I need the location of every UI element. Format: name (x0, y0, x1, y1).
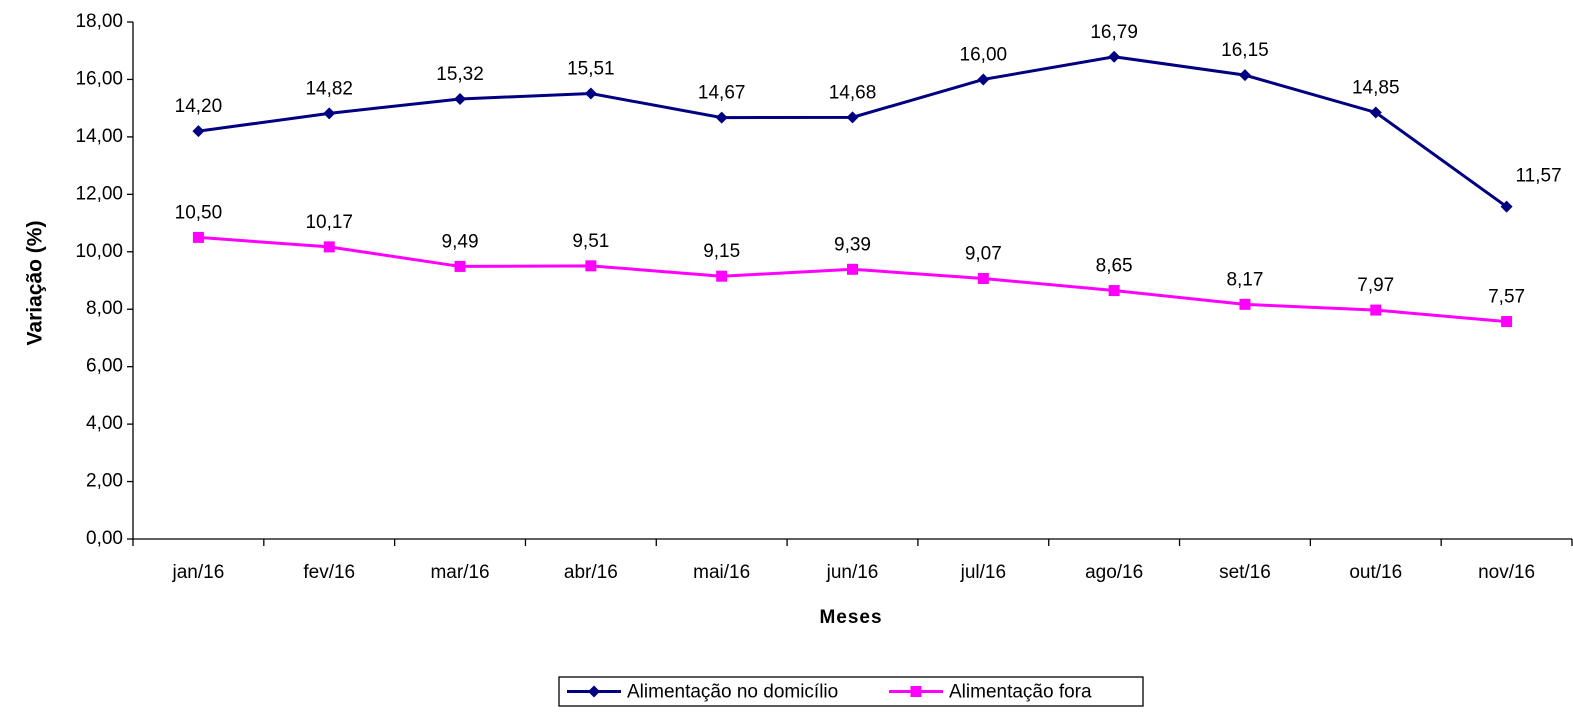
y-tick-label: 14,00 (75, 126, 123, 147)
y-tick-label: 6,00 (86, 356, 123, 377)
x-tick-label: ago/16 (1085, 562, 1143, 583)
x-tick-label: out/16 (1349, 562, 1402, 583)
data-point (847, 263, 858, 275)
data-point (846, 111, 859, 124)
data-label: 14,20 (175, 96, 223, 117)
data-point (715, 111, 728, 124)
data-point (716, 270, 728, 282)
data-point (584, 87, 597, 100)
data-label: 14,68 (829, 82, 877, 103)
x-tick-label: nov/16 (1478, 562, 1535, 583)
data-label: 14,82 (305, 78, 353, 99)
x-axis-title: Meses (819, 607, 882, 628)
data-label: 9,07 (965, 244, 1002, 265)
data-label: 15,51 (567, 59, 615, 80)
data-label: 9,51 (572, 231, 609, 252)
legend-marker (910, 686, 922, 697)
data-point (192, 231, 204, 243)
data-label: 9,49 (442, 231, 479, 252)
x-tick-label: jan/16 (172, 562, 225, 583)
x-tick-label: abr/16 (564, 562, 618, 583)
data-point (1108, 50, 1121, 63)
data-label: 16,00 (960, 44, 1008, 65)
data-point (323, 107, 336, 120)
y-tick-label: 18,00 (75, 11, 123, 32)
y-tick-label: 4,00 (86, 413, 123, 434)
data-point (977, 73, 990, 86)
data-point (454, 260, 466, 272)
data-label: 10,50 (175, 202, 223, 223)
x-tick-label: set/16 (1219, 562, 1271, 583)
y-tick-label: 12,00 (75, 183, 123, 204)
data-label: 10,17 (305, 212, 353, 233)
y-tick-label: 0,00 (86, 528, 123, 549)
data-label: 8,65 (1096, 256, 1133, 277)
x-tick-label: fev/16 (303, 562, 355, 583)
data-point (585, 260, 597, 272)
y-tick-label: 16,00 (75, 68, 123, 89)
data-label: 16,15 (1221, 40, 1269, 61)
legend-box (558, 676, 1144, 707)
data-point (1501, 316, 1513, 328)
data-point (977, 272, 989, 284)
x-tick-label: mar/16 (430, 562, 489, 583)
x-tick-label: mai/16 (693, 562, 750, 583)
data-label: 7,97 (1357, 275, 1394, 296)
data-point (1369, 106, 1382, 119)
y-axis-title: Variação (%) (24, 221, 47, 346)
data-point (323, 241, 335, 253)
data-label: 14,85 (1352, 77, 1400, 98)
data-point (1108, 285, 1120, 297)
y-tick-label: 10,00 (75, 241, 123, 262)
y-tick-label: 2,00 (86, 471, 123, 492)
data-label: 11,57 (1516, 166, 1562, 187)
data-label: 9,39 (834, 234, 871, 255)
data-label: 14,67 (698, 83, 746, 104)
data-point (192, 125, 205, 138)
data-label: 7,57 (1488, 287, 1525, 308)
data-label: 9,15 (703, 241, 740, 262)
data-label: 8,17 (1226, 269, 1263, 290)
legend-label: Alimentação fora (949, 682, 1092, 703)
data-label: 15,32 (436, 64, 484, 85)
data-point (1238, 69, 1251, 82)
x-tick-label: jul/16 (960, 562, 1006, 583)
y-tick-label: 8,00 (86, 298, 123, 319)
legend-label: Alimentação no domicílio (627, 682, 838, 703)
data-point (1370, 304, 1382, 316)
x-tick-label: jun/16 (826, 562, 879, 583)
data-label: 16,79 (1090, 22, 1138, 43)
legend-marker (588, 685, 600, 698)
data-point (1239, 298, 1251, 310)
data-point (1500, 200, 1513, 213)
data-point (454, 92, 467, 105)
series-line (198, 55, 1508, 208)
